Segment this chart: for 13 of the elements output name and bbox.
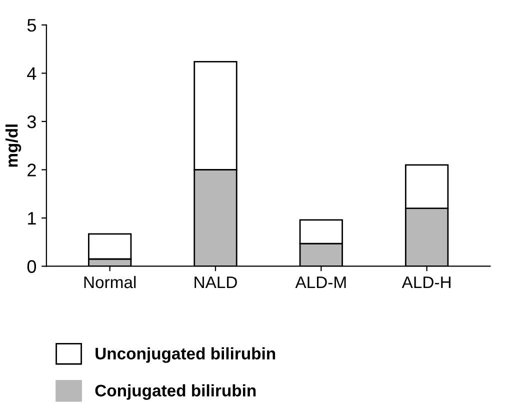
y-tick-label: 1 [28, 212, 36, 225]
x-tick-label: NALD [194, 276, 237, 288]
y-tick-label: 5 [27, 19, 36, 32]
x-tick-label: ALD-H [402, 276, 450, 288]
y-tick-label: 3 [27, 115, 36, 128]
x-tick-label: ALD-M [295, 276, 346, 288]
legend-label: Unconjugated bilirubin [96, 347, 276, 363]
y-tick-label: 0 [27, 260, 36, 273]
y-axis-title: mg/dl [6, 124, 22, 167]
legend-label: Conjugated bilirubin [95, 384, 256, 400]
y-tick-label: 2 [28, 164, 36, 176]
y-tick-label: 4 [27, 67, 36, 80]
x-tick-label: Normal [84, 276, 136, 288]
